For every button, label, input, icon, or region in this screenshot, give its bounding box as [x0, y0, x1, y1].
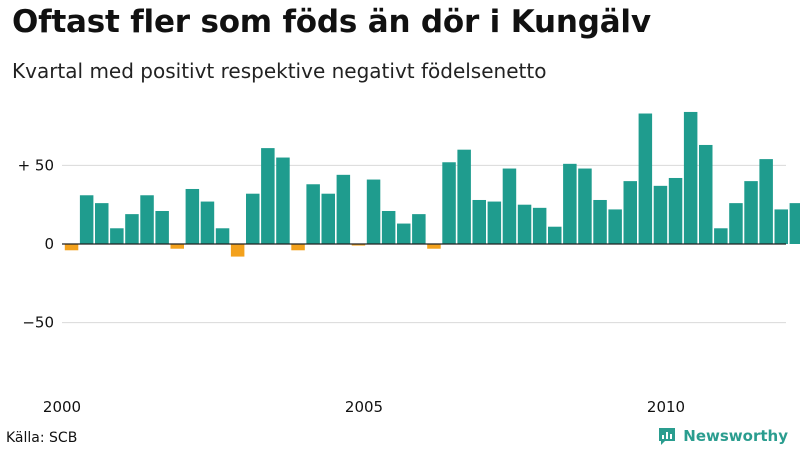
bar — [638, 113, 653, 245]
bar — [653, 185, 668, 244]
y-axis-ticks: + 50 0 −50 — [18, 156, 54, 331]
bar — [548, 226, 562, 244]
chart-title: Oftast fler som föds än dör i Kungälv — [12, 4, 651, 40]
bar — [789, 203, 800, 244]
bar — [487, 201, 502, 244]
gridlines — [62, 164, 786, 324]
bar — [95, 203, 109, 244]
x-tick-label: 2010 — [647, 398, 685, 416]
y-tick-label: 0 — [44, 235, 54, 253]
bar — [744, 181, 758, 244]
bar — [366, 179, 381, 244]
bar — [336, 174, 351, 244]
source-label: Källa: SCB — [6, 430, 78, 446]
x-tick-label: 2005 — [345, 398, 383, 416]
bar — [623, 181, 637, 244]
bar — [683, 111, 698, 244]
bar — [79, 195, 94, 244]
bar — [578, 168, 592, 244]
bar — [532, 207, 547, 244]
bar — [321, 193, 335, 244]
bar — [261, 148, 275, 244]
bar — [397, 223, 411, 244]
brand-logo: Newsworthy — [657, 426, 788, 446]
bar — [608, 209, 622, 244]
brand-name: Newsworthy — [683, 427, 788, 445]
y-tick-label: + 50 — [18, 156, 54, 174]
bar — [563, 163, 577, 244]
bar — [215, 228, 230, 244]
bar — [699, 144, 713, 244]
y-tick-label: −50 — [22, 314, 54, 332]
bar — [276, 157, 290, 244]
bar — [140, 195, 154, 244]
bar — [306, 184, 320, 244]
bar — [110, 228, 124, 244]
x-axis-ticks: 20002005201020152020 — [43, 398, 685, 416]
bar — [200, 201, 215, 244]
bar — [668, 177, 683, 244]
bar — [64, 244, 79, 251]
bar — [502, 168, 517, 244]
bar — [246, 193, 260, 244]
bar — [230, 244, 245, 257]
bar — [185, 188, 200, 244]
bar — [170, 244, 184, 249]
newsworthy-logo-icon — [659, 428, 676, 445]
bar — [593, 199, 607, 244]
bar — [351, 244, 366, 246]
bar — [125, 214, 139, 244]
bar — [427, 244, 441, 249]
x-tick-label: 2000 — [43, 398, 81, 416]
bars — [64, 111, 800, 257]
bar — [291, 244, 305, 251]
bar — [517, 204, 532, 244]
bar — [457, 149, 471, 244]
bar — [729, 203, 743, 244]
bar — [472, 199, 486, 244]
bar — [381, 210, 396, 244]
bar — [759, 159, 773, 244]
bar — [442, 162, 456, 244]
bar — [155, 210, 169, 244]
bar — [774, 209, 788, 244]
bar — [714, 228, 728, 244]
bar — [412, 214, 426, 244]
chart-subtitle: Kvartal med positivt respektive negativt… — [12, 59, 547, 83]
